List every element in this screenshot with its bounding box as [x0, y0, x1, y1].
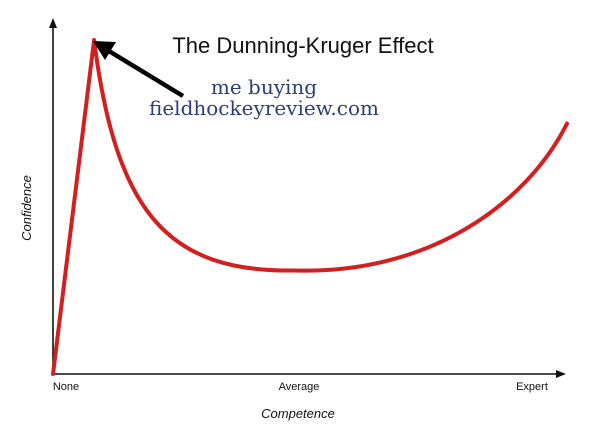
x-axis-arrowhead: [556, 370, 566, 378]
annotation-arrow-head: [93, 41, 116, 60]
x-tick-label-none: None: [53, 381, 79, 393]
y-axis-arrowhead: [49, 18, 57, 28]
x-tick-label-average: Average: [279, 381, 320, 393]
x-tick-labels: None Average Expert: [53, 381, 548, 393]
axes: [49, 18, 566, 378]
chart-title: The Dunning-Kruger Effect: [172, 33, 433, 58]
x-axis-title: Competence: [261, 406, 335, 421]
annotation-arrow-shaft: [102, 46, 185, 98]
confidence-curve: [51, 38, 569, 376]
annotation-line-1: me buying: [211, 75, 317, 99]
x-tick-label-expert: Expert: [516, 381, 548, 393]
annotation-line-2: fieldhockeyreview.com: [149, 96, 379, 120]
y-axis-title: Confidence: [19, 175, 34, 241]
annotation: me buying fieldhockeyreview.com: [93, 41, 379, 120]
